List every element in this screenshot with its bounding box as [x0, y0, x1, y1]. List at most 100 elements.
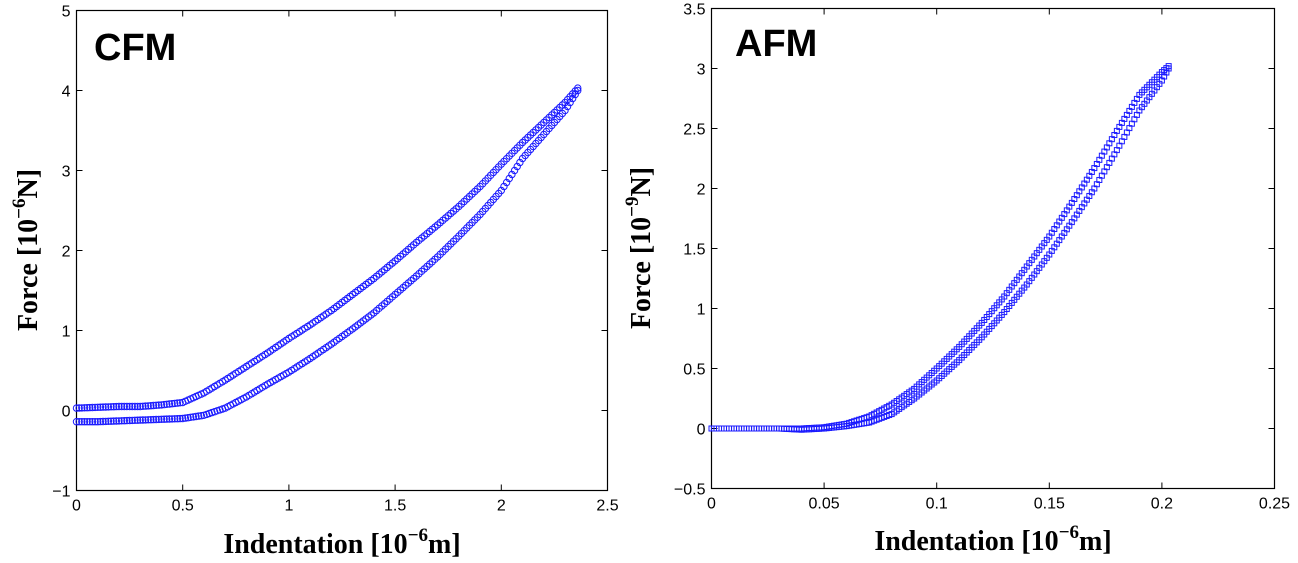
- afm-y-tick-label: 2.5: [683, 122, 705, 139]
- cfm-data-point: [186, 413, 195, 421]
- cfm-data-point: [168, 400, 176, 408]
- cfm-data-point: [120, 402, 128, 411]
- cfm-data-point: [157, 415, 166, 423]
- cfm-data-point: [86, 418, 94, 426]
- afm-data-markers: [708, 63, 1172, 433]
- cfm-data-point: [197, 412, 205, 420]
- cfm-data-point: [91, 418, 99, 426]
- cfm-data-point: [78, 404, 86, 412]
- afm-panel-title: AFM: [735, 23, 817, 65]
- cfm-data-point: [452, 235, 460, 243]
- cfm-data-point: [75, 404, 83, 412]
- cfm-y-axis-label: Force [10−6N]: [9, 169, 44, 331]
- cfm-x-tick-label: 0: [72, 498, 81, 515]
- cfm-data-point: [563, 102, 572, 111]
- cfm-data-point: [109, 417, 118, 425]
- cfm-data-point: [160, 415, 168, 423]
- afm-y-tick-label: 0: [697, 422, 706, 439]
- cfm-data-point: [94, 403, 102, 411]
- cfm-data-point: [131, 402, 139, 411]
- cfm-panel-title: CFM: [94, 27, 176, 69]
- cfm-data-point: [171, 415, 179, 423]
- cfm-data-point: [125, 402, 134, 411]
- cfm-data-point: [176, 399, 184, 407]
- cfm-data-point: [155, 401, 163, 409]
- afm-x-axis-label: Indentation [10−6m]: [874, 522, 1111, 557]
- afm-y-tick-label: 2: [697, 182, 706, 199]
- cfm-data-point: [104, 417, 113, 425]
- cfm-data-point: [141, 402, 150, 410]
- cfm-data-point: [133, 402, 142, 411]
- cfm-data-point: [144, 402, 152, 410]
- afm-y-tick-label: 3: [697, 62, 706, 79]
- cfm-data-point: [125, 416, 134, 425]
- cfm-data-point: [88, 403, 97, 412]
- afm-series-unloading: [708, 65, 1172, 433]
- cfm-x-tick-label: 2: [497, 498, 506, 515]
- cfm-data-point: [173, 415, 182, 423]
- cfm-data-point: [192, 412, 200, 421]
- cfm-data-point: [449, 237, 458, 246]
- afm-y-tick-label: 1: [697, 302, 706, 319]
- cfm-data-markers: [72, 84, 582, 426]
- cfm-data-point: [99, 417, 107, 426]
- cfm-data-point: [184, 414, 192, 422]
- afm-y-tick-label: 3.5: [683, 2, 705, 19]
- cfm-data-point: [133, 416, 142, 424]
- cfm-data-point: [131, 416, 139, 424]
- cfm-data-point: [123, 402, 131, 411]
- cfm-data-point: [104, 403, 113, 411]
- cfm-data-point: [149, 401, 158, 410]
- cfm-data-point: [155, 415, 163, 424]
- cfm-y-tick-label: 2: [62, 244, 71, 261]
- cfm-data-point: [152, 401, 160, 409]
- cfm-data-point: [128, 402, 136, 411]
- cfm-data-point: [163, 400, 171, 408]
- cfm-data-point: [441, 245, 450, 253]
- cfm-data-point: [99, 403, 107, 411]
- afm-y-tick-label: 0.5: [683, 362, 705, 379]
- afm-plot-frame: [710, 7, 1276, 490]
- cfm-data-point: [147, 416, 155, 424]
- cfm-data-point: [72, 404, 81, 412]
- afm-x-tick-label: 0.2: [1151, 496, 1173, 513]
- cfm-data-point: [176, 414, 184, 423]
- cfm-data-point: [139, 416, 147, 424]
- cfm-data-point: [571, 90, 579, 99]
- cfm-data-point: [149, 415, 158, 424]
- afm-y-tick-label: 1.5: [683, 242, 705, 259]
- cfm-data-point: [173, 399, 182, 407]
- cfm-series-loading: [72, 84, 582, 412]
- cfm-data-point: [136, 402, 144, 411]
- cfm-data-point: [144, 416, 152, 424]
- cfm-data-point: [141, 416, 150, 424]
- cfm-data-point: [179, 414, 187, 423]
- afm-panel: 0 0.05 0.1 0.15 0.2 0.25−0.500.511.522.533.5 …: [622, 2, 1290, 558]
- cfm-data-point: [115, 402, 123, 411]
- cfm-data-point: [433, 253, 442, 261]
- cfm-data-point: [78, 418, 86, 426]
- cfm-x-tick-label: 1.5: [384, 498, 406, 515]
- cfm-data-point: [189, 413, 198, 421]
- cfm-x-tick-label: 2.5: [596, 498, 618, 515]
- cfm-data-point: [194, 412, 203, 420]
- cfm-data-point: [568, 94, 577, 103]
- afm-data-point: [1165, 65, 1172, 72]
- cfm-data-point: [136, 416, 144, 424]
- cfm-data-point: [83, 404, 91, 412]
- afm-x-tick-label: 0.1: [926, 496, 948, 513]
- cfm-data-point: [123, 416, 131, 425]
- afm-ticks: 0 0.05 0.1 0.15 0.2 0.25−0.500.511.522.533.5: [674, 2, 1290, 513]
- cfm-data-point: [88, 418, 97, 426]
- afm-x-tick-label: 0: [707, 496, 716, 513]
- afm-y-axis-label: Force [10−9N]: [622, 167, 657, 329]
- afm-x-tick-label: 0.15: [1034, 496, 1065, 513]
- cfm-y-tick-label: 5: [62, 4, 71, 21]
- afm-y-tick-label: −0.5: [674, 482, 706, 499]
- cfm-data-point: [91, 403, 99, 412]
- cfm-data-point: [444, 242, 452, 251]
- cfm-data-point: [94, 418, 102, 426]
- cfm-data-point: [75, 418, 83, 426]
